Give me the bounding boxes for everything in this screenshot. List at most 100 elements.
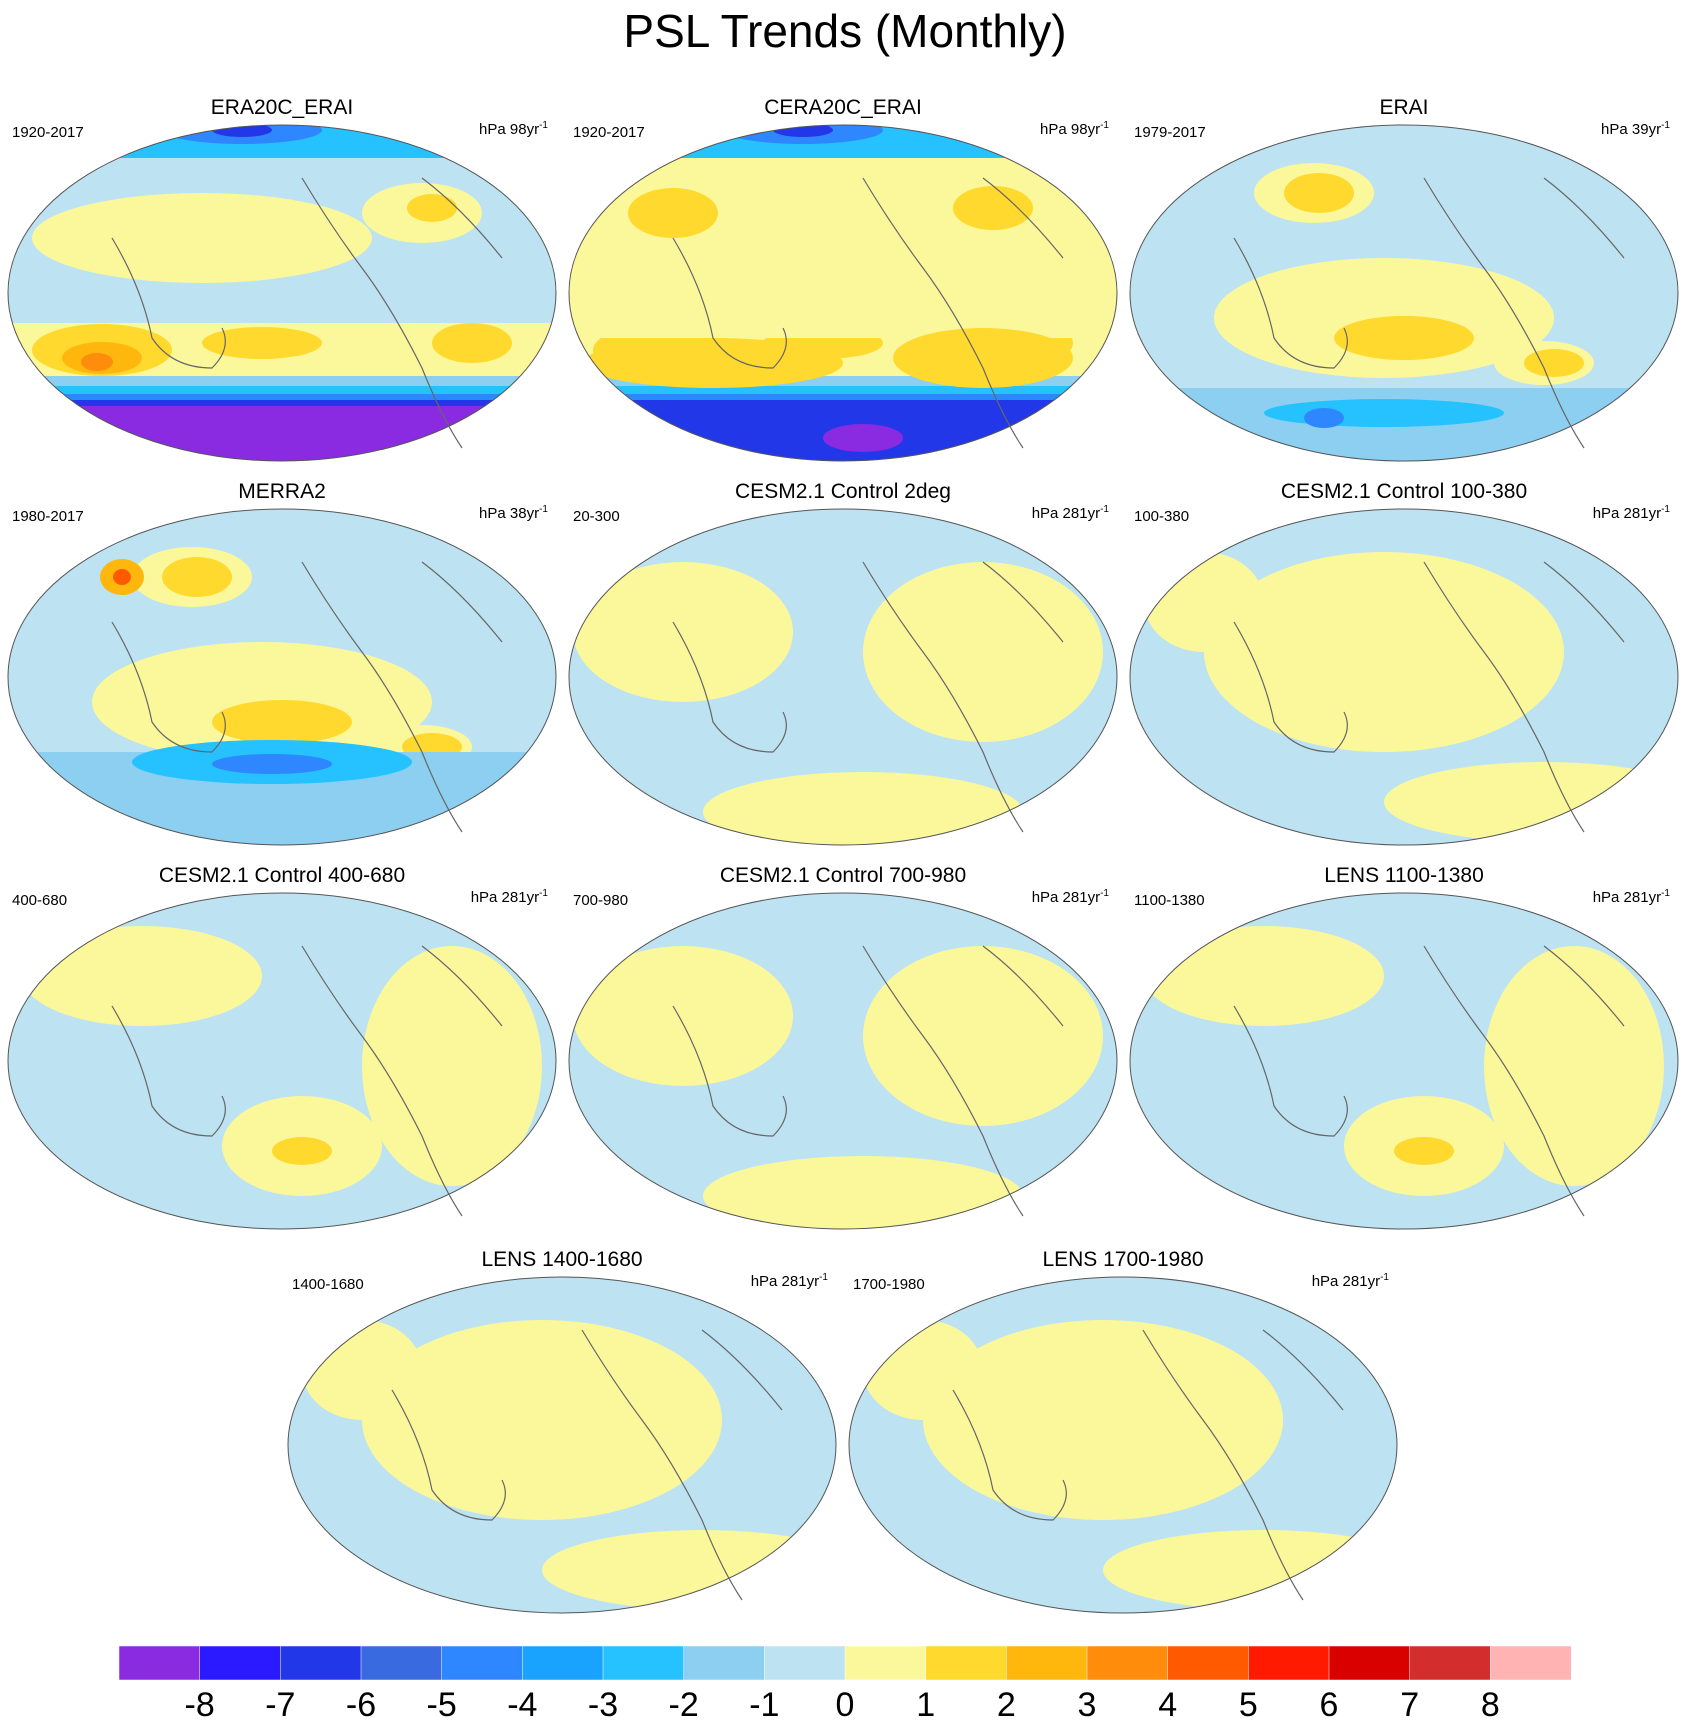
colorbar-swatch xyxy=(280,1646,362,1680)
units-exponent: -1 xyxy=(1661,888,1670,899)
trend-region xyxy=(407,194,457,222)
colorbar-swatch xyxy=(844,1646,927,1680)
panel-period: 1920-2017 xyxy=(12,124,84,141)
colorbar-tick-label: -7 xyxy=(265,1686,296,1724)
units-exponent: -1 xyxy=(539,504,548,515)
map-plot xyxy=(1129,124,1679,462)
map-outline xyxy=(848,1276,1398,1614)
coastline xyxy=(1233,945,1625,1217)
trend-region xyxy=(302,1320,422,1420)
trend-region xyxy=(703,1156,1023,1229)
panel-period: 400-680 xyxy=(12,892,68,909)
map-panel: CESM2.1 Control 100-380 100-380 hPa 281yr-… xyxy=(1124,480,1684,860)
colorbar-swatch xyxy=(1248,1646,1330,1680)
figure-title: PSL Trends (Monthly) xyxy=(623,5,1067,57)
map-panel: LENS 1400-1680 1400-1680 hPa 281yr-1 xyxy=(282,1248,842,1628)
units-exponent: -1 xyxy=(1100,120,1109,131)
panel-title: CESM2.1 Control 400-680 xyxy=(158,864,406,887)
panel-period: 1700-1980 xyxy=(853,1276,925,1293)
panel-title: ERA20C_ERAI xyxy=(210,96,354,119)
map-plot xyxy=(1129,508,1679,846)
colorbar-swatch xyxy=(683,1646,766,1680)
trend-region xyxy=(202,327,322,359)
colorbar-tick-label: -2 xyxy=(668,1686,699,1724)
colorbar-swatch xyxy=(360,1646,443,1680)
map-plot xyxy=(287,1276,837,1614)
panel-units: hPa 98yr-1 xyxy=(1040,120,1109,138)
units-label: hPa 281yr xyxy=(1592,505,1662,522)
map-panel: CESM2.1 Control 400-680 400-680 hPa 281yr-… xyxy=(2,864,562,1244)
panel-units: hPa 38yr-1 xyxy=(479,504,548,522)
coastline xyxy=(672,945,1064,1217)
map-panel: ERA20C_ERAI 1920-2017 hPa 98yr-1 xyxy=(2,96,562,476)
panel-units: hPa 281yr-1 xyxy=(1593,888,1670,906)
map-outline xyxy=(568,892,1118,1230)
trend-region xyxy=(212,700,352,744)
colorbar-tick-label: 8 xyxy=(1480,1686,1500,1724)
trend-region xyxy=(32,193,372,283)
map-outline xyxy=(7,508,557,846)
colorbar-tick-label: -4 xyxy=(507,1686,538,1724)
units-exponent: -1 xyxy=(1661,504,1670,515)
colorbar-swatch xyxy=(199,1646,282,1680)
map-outline xyxy=(287,1276,837,1614)
colorbar-tick-label: -3 xyxy=(587,1686,619,1724)
colorbar-tick-label: -8 xyxy=(184,1686,215,1724)
map-panel: CERA20C_ERAI 1920-2017 hPa 98yr-1 xyxy=(563,96,1123,476)
panel-units: hPa 98yr-1 xyxy=(479,120,548,138)
trend-region xyxy=(1524,349,1584,377)
map-outline xyxy=(568,508,1118,846)
colorbar-tick-label: -5 xyxy=(426,1686,457,1724)
colorbar-swatch xyxy=(1006,1646,1088,1680)
units-label: hPa 281yr xyxy=(1031,505,1101,522)
colorbar-tick-label: 1 xyxy=(916,1686,936,1724)
trend-region xyxy=(863,946,1103,1126)
trend-region xyxy=(863,1320,983,1420)
panel-period: 1980-2017 xyxy=(12,508,84,525)
panel-period: 1920-2017 xyxy=(573,124,645,141)
colorbar-swatch xyxy=(1328,1646,1411,1680)
map-outline xyxy=(7,124,557,462)
colorbar-swatch xyxy=(602,1646,685,1680)
coastline xyxy=(1233,177,1625,449)
coastline xyxy=(1233,561,1625,833)
map-plot xyxy=(848,1276,1398,1614)
colorbar-swatch xyxy=(925,1646,1008,1680)
trend-region xyxy=(162,557,232,597)
panel-units: hPa 281yr-1 xyxy=(471,888,548,906)
trend-region xyxy=(1394,1137,1454,1165)
map-outline xyxy=(1129,124,1679,462)
map-plot xyxy=(7,508,557,846)
panel-period: 700-980 xyxy=(573,892,629,909)
colorbar-tick-label: 5 xyxy=(1238,1686,1258,1724)
units-exponent: -1 xyxy=(1100,504,1109,515)
trend-region xyxy=(1204,552,1564,752)
colorbar xyxy=(119,1646,1571,1680)
trend-region xyxy=(432,323,512,363)
colorbar-tick-label: 4 xyxy=(1158,1686,1178,1724)
trend-region xyxy=(893,328,1073,388)
map-plot xyxy=(568,892,1118,1230)
map-outline xyxy=(568,124,1118,462)
units-label: hPa 281yr xyxy=(1031,889,1101,906)
trend-region xyxy=(1484,946,1664,1186)
colorbar-swatch xyxy=(119,1646,201,1680)
trend-region xyxy=(923,1320,1283,1520)
panel-period: 1400-1680 xyxy=(292,1276,364,1293)
trend-region xyxy=(953,186,1033,230)
map-panel: MERRA2 1980-2017 hPa 38yr-1 xyxy=(2,480,562,860)
units-exponent: -1 xyxy=(539,888,548,899)
panel-title: LENS 1700-1980 xyxy=(1042,1248,1204,1271)
panel-title: LENS 1400-1680 xyxy=(481,1248,643,1271)
colorbar-tick-label: 3 xyxy=(1077,1686,1097,1724)
panel-units: hPa 39yr-1 xyxy=(1601,120,1670,138)
trend-region xyxy=(1334,316,1474,360)
units-label: hPa 281yr xyxy=(1311,1273,1381,1290)
units-label: hPa 38yr xyxy=(479,505,540,522)
colorbar-tick-label: 2 xyxy=(996,1686,1016,1724)
units-label: hPa 98yr xyxy=(479,121,540,138)
panel-period: 20-300 xyxy=(573,508,620,525)
panel-title: CESM2.1 Control 700-980 xyxy=(719,864,967,887)
coastline xyxy=(391,1329,783,1601)
units-label: hPa 281yr xyxy=(1592,889,1662,906)
